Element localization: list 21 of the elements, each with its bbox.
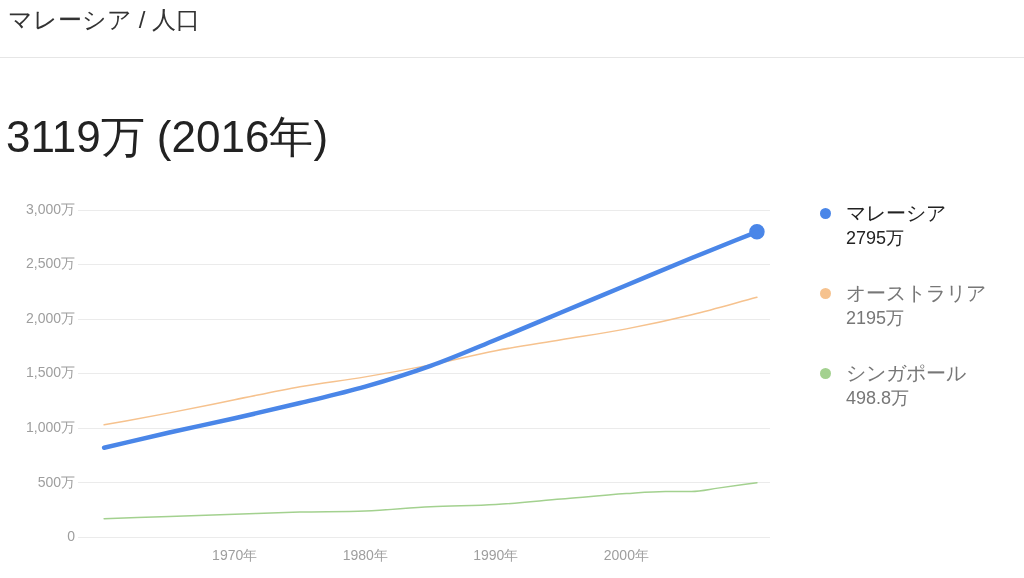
y-tick-label: 1,000万: [25, 418, 75, 435]
legend-label: オーストラリア: [846, 281, 986, 306]
y-tick-label: 2,000万: [25, 309, 75, 326]
line-series: [103, 481, 758, 520]
chart-title: 3119万 (2016年): [6, 111, 329, 163]
x-tick-label: 1990年: [473, 547, 519, 564]
text: 498.8万: [846, 387, 911, 410]
line-series: [103, 296, 758, 426]
legend-label: シンガポール: [846, 361, 967, 386]
y-tick-label: 2,500万: [25, 255, 75, 272]
chart-subtitle: マレーシア / 人口: [8, 5, 201, 35]
y-tick-label: 0: [67, 528, 76, 545]
legend-label: マレーシア: [846, 201, 947, 226]
x-tick-label: 2000年: [603, 547, 649, 564]
y-tick-label: 1,500万: [25, 364, 75, 381]
y-tick-label: 500万: [37, 473, 75, 490]
y-tick-label: 3,000万: [25, 200, 75, 217]
x-tick-label: 1970年: [212, 547, 258, 564]
text: 2195万: [846, 307, 906, 330]
text: 2795万: [846, 227, 906, 250]
x-tick-label: 1980年: [342, 547, 388, 564]
